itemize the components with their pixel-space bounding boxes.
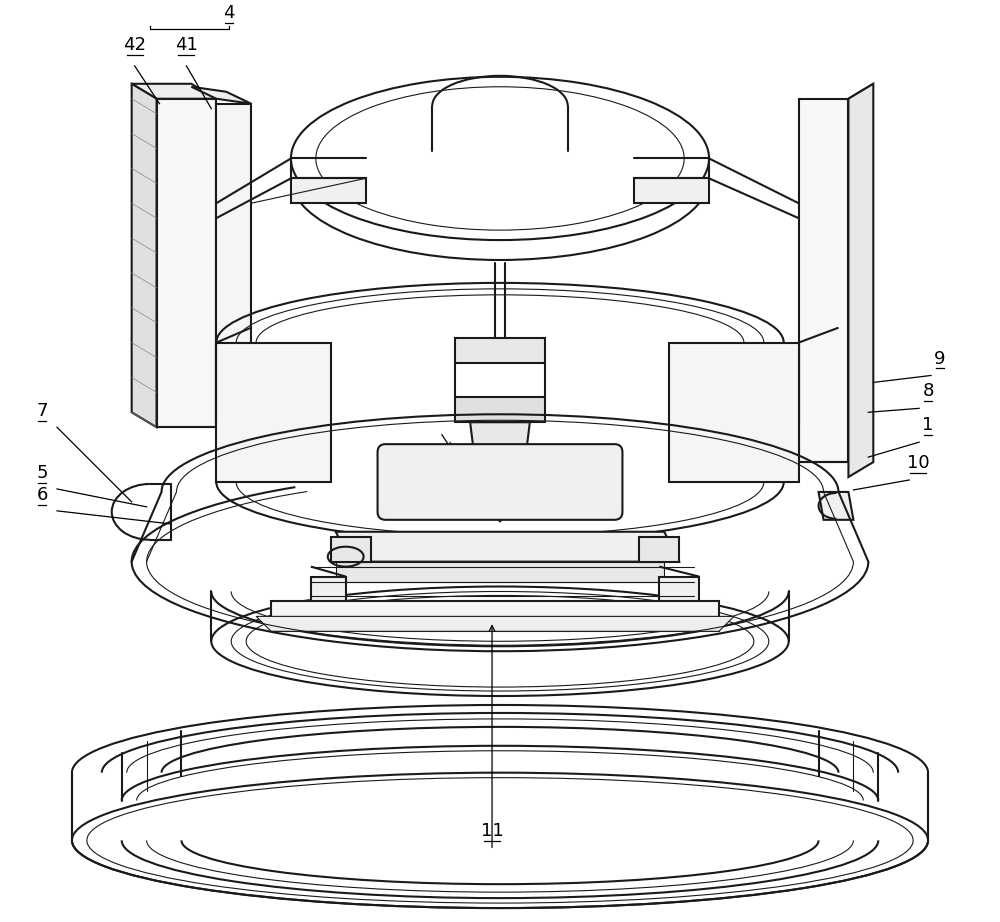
FancyBboxPatch shape — [378, 444, 622, 520]
Polygon shape — [819, 492, 853, 520]
Text: 5: 5 — [36, 464, 48, 482]
Polygon shape — [639, 537, 679, 561]
Polygon shape — [157, 99, 216, 427]
Polygon shape — [271, 601, 719, 632]
Polygon shape — [216, 343, 331, 482]
Text: 11: 11 — [481, 822, 503, 840]
Polygon shape — [634, 178, 709, 203]
Polygon shape — [848, 84, 873, 477]
Polygon shape — [256, 617, 734, 632]
Text: 1: 1 — [922, 416, 934, 434]
Polygon shape — [848, 84, 873, 99]
Polygon shape — [659, 567, 699, 576]
Polygon shape — [311, 576, 346, 611]
Text: 7: 7 — [36, 402, 48, 420]
Polygon shape — [799, 99, 848, 462]
Polygon shape — [216, 327, 251, 343]
Polygon shape — [799, 327, 838, 343]
Polygon shape — [191, 87, 251, 103]
Polygon shape — [480, 462, 520, 492]
Polygon shape — [669, 343, 799, 482]
Polygon shape — [336, 532, 679, 561]
Polygon shape — [455, 337, 545, 362]
Polygon shape — [331, 537, 371, 561]
Polygon shape — [132, 84, 157, 427]
Polygon shape — [291, 178, 366, 203]
Polygon shape — [659, 576, 699, 611]
Polygon shape — [336, 561, 664, 582]
Text: 6: 6 — [36, 486, 48, 504]
Text: 9: 9 — [934, 349, 946, 368]
Polygon shape — [470, 422, 530, 462]
Polygon shape — [311, 567, 346, 576]
Polygon shape — [485, 492, 515, 522]
Text: 42: 42 — [123, 36, 146, 53]
Text: 10: 10 — [907, 454, 929, 472]
Polygon shape — [216, 103, 251, 422]
Text: 4: 4 — [223, 4, 235, 22]
Polygon shape — [132, 84, 216, 99]
Text: 41: 41 — [175, 36, 198, 53]
Polygon shape — [455, 397, 545, 422]
Text: 8: 8 — [922, 383, 934, 400]
